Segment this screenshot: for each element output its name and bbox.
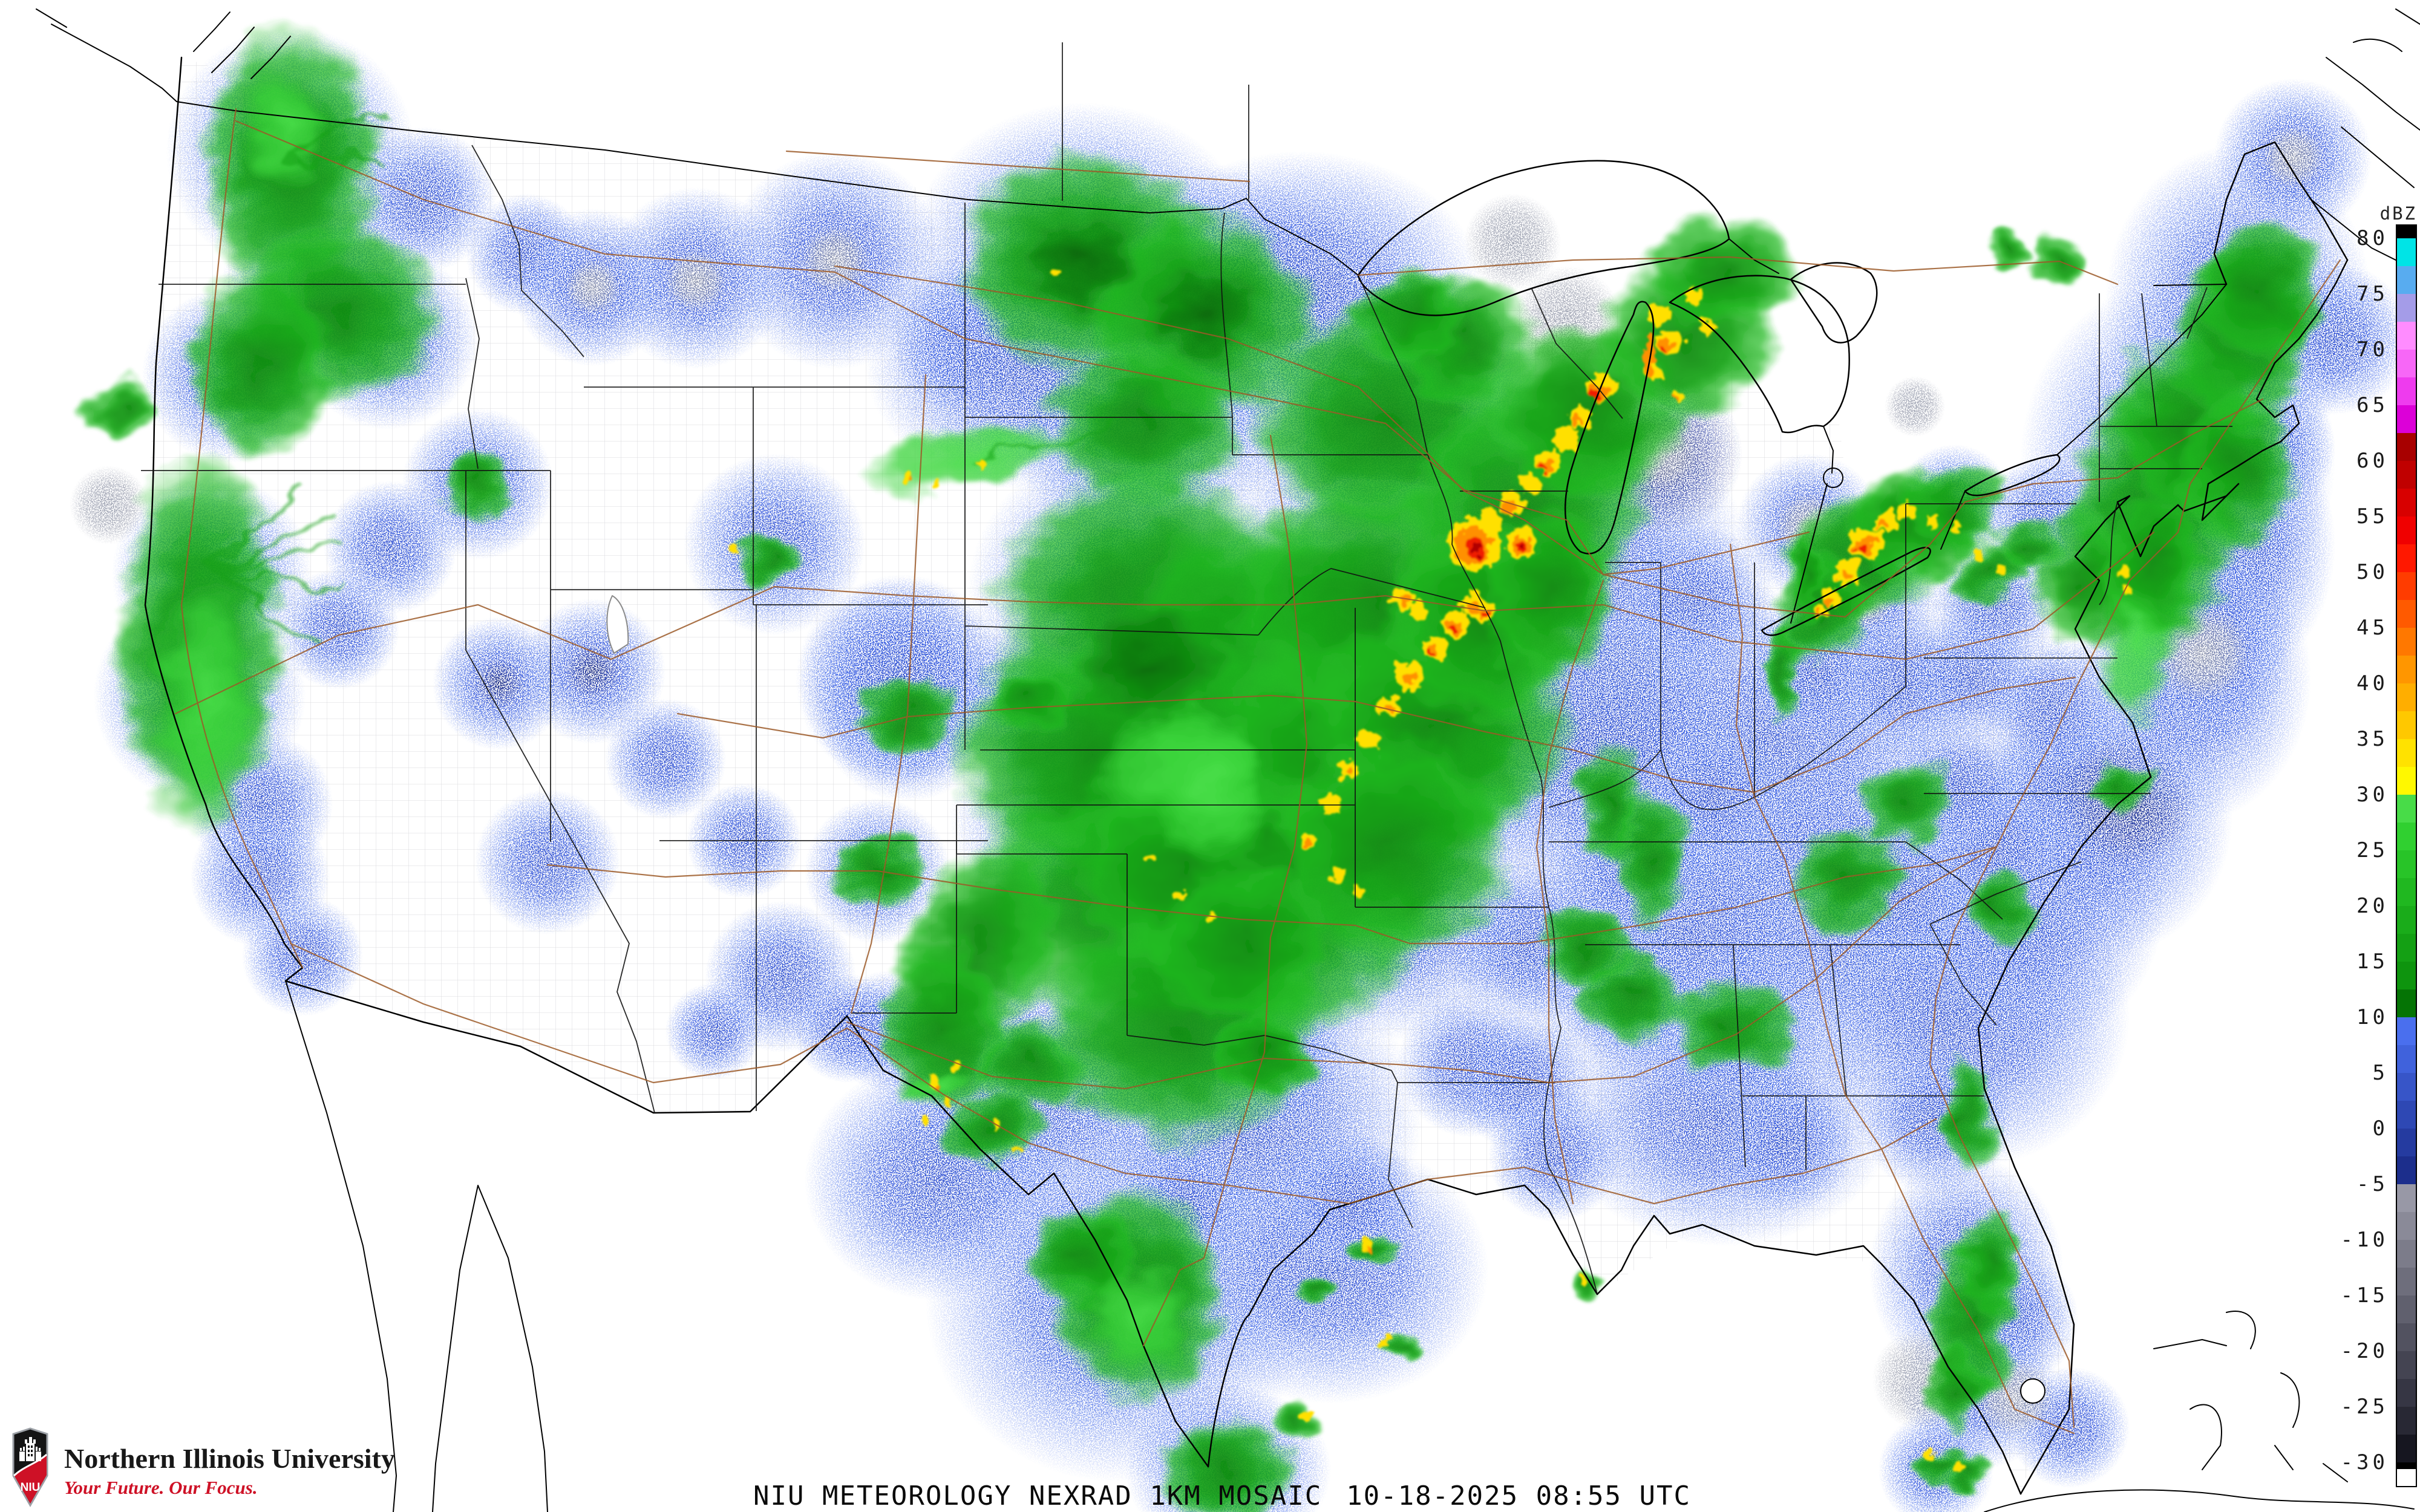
niu-logo: NIU Northern Illinois University Your Fu… [12,1427,395,1507]
dbz-unit-label: dBZ [2379,203,2417,224]
niu-logo-text: Northern Illinois University Your Future… [64,1427,395,1499]
castle-windows [28,1445,33,1456]
map-caption: NIU METEOROLOGY NEXRAD 1KM MOSAIC 10-18-2… [753,1481,1691,1511]
niu-monogram: NIU [21,1481,41,1494]
coastlines [36,8,2420,1512]
caption-product: NIU METEOROLOGY NEXRAD 1KM MOSAIC [753,1481,1323,1511]
caption-datetime: 10-18-2025 08:55 UTC [1346,1481,1691,1511]
university-tagline: Your Future. Our Focus. [64,1477,258,1499]
cores-dark-red [1471,544,1525,555]
highways [174,108,2341,1435]
university-name: Northern Illinois University [64,1443,395,1474]
cores-red [1427,345,1867,657]
niu-shield-icon: NIU [12,1427,48,1507]
state-borders [141,42,2232,1295]
